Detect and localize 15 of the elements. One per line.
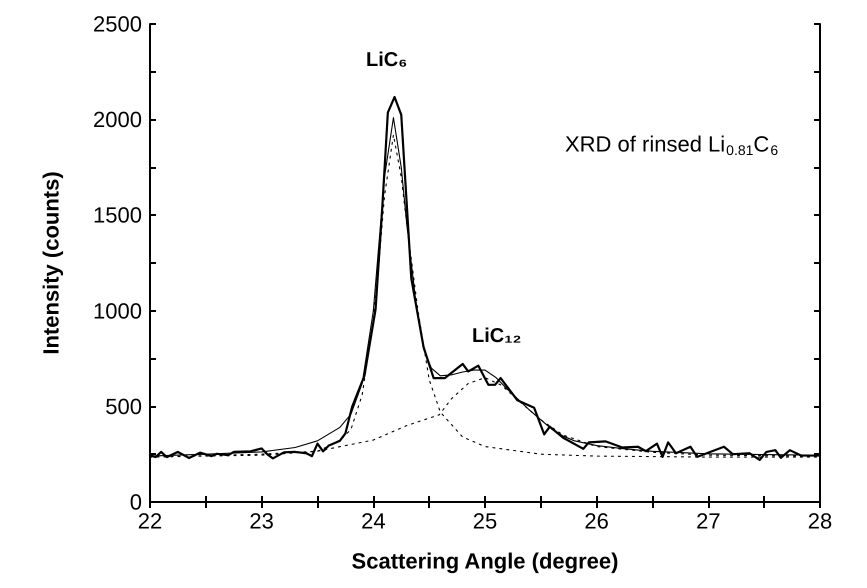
y-axis-title: Intensity (counts) <box>38 171 64 355</box>
y-tick-label: 500 <box>105 394 142 419</box>
y-tick-label: 2500 <box>93 12 142 36</box>
y-tick-label: 2000 <box>93 107 142 132</box>
x-axis-title: Scattering Angle (degree) <box>352 548 618 574</box>
x-tick-label: 27 <box>696 508 721 534</box>
x-tick-label: 25 <box>472 508 498 534</box>
x-tick-label: 28 <box>808 508 832 534</box>
annotation: LiC₁₂ <box>472 325 522 347</box>
annotation: LiC₆ <box>366 49 408 71</box>
x-tick-label: 26 <box>584 508 609 534</box>
x-tick-label: 23 <box>249 508 274 534</box>
y-tick-label: 1000 <box>93 298 142 324</box>
y-tick-label: 1500 <box>93 202 142 228</box>
x-tick-label: 24 <box>361 508 386 534</box>
